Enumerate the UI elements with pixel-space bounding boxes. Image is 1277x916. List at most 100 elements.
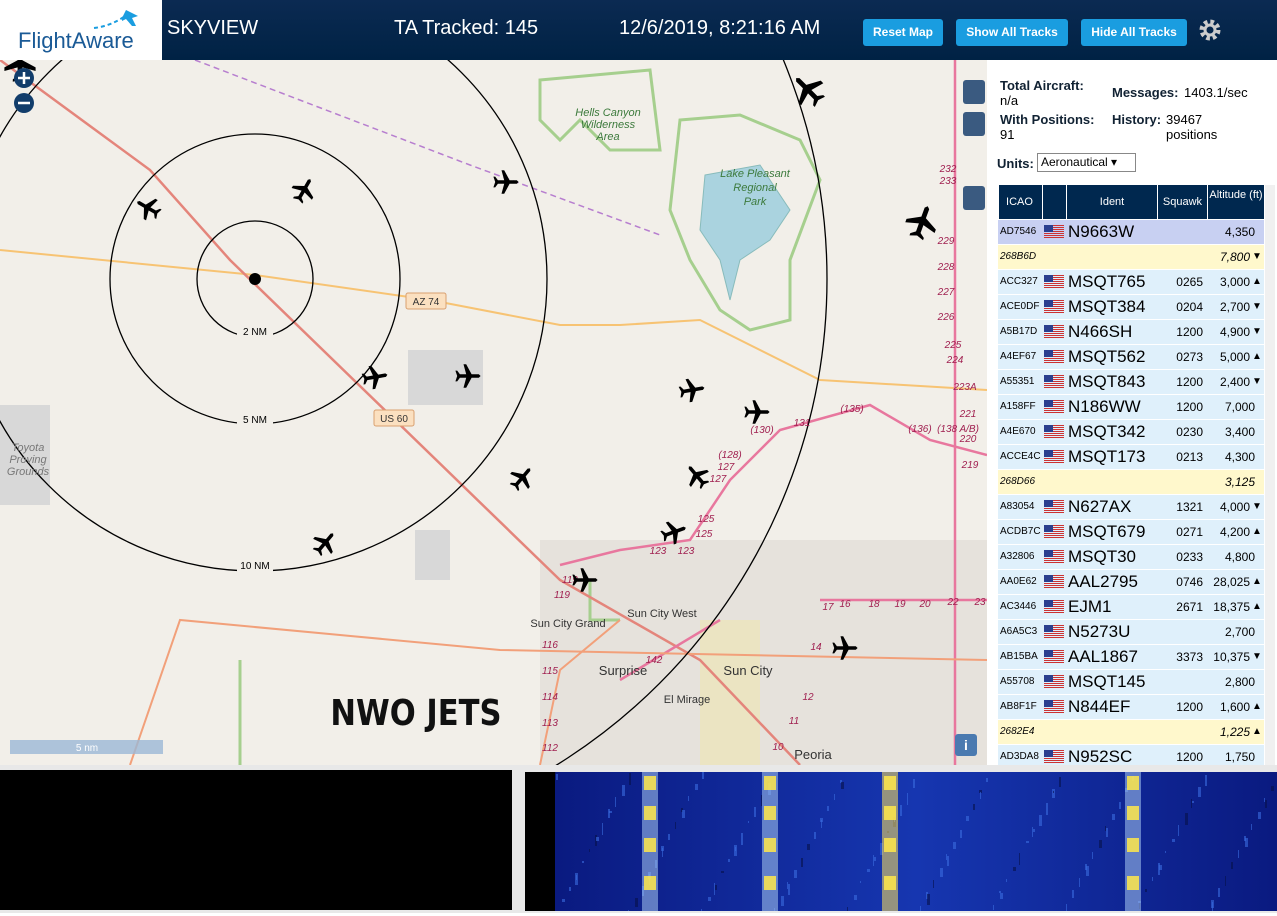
noise bbox=[1066, 904, 1067, 915]
signal-burst bbox=[1127, 806, 1139, 820]
flag-stripe bbox=[1044, 602, 1064, 603]
total-value: n/a bbox=[1000, 93, 1019, 108]
flag-icon bbox=[1044, 275, 1064, 288]
squawk: 0746 bbox=[1176, 575, 1203, 589]
signal-burst bbox=[1127, 776, 1139, 790]
flag-icon bbox=[1044, 225, 1064, 238]
squawk: 3373 bbox=[1176, 650, 1203, 664]
ident: N5273U bbox=[1068, 622, 1131, 641]
scale-label: 5 nm bbox=[76, 743, 98, 754]
ring-label: 10 NM bbox=[240, 561, 269, 572]
flag-stripe bbox=[1044, 400, 1064, 401]
waterfall bbox=[555, 772, 1277, 916]
aircraft-row[interactable]: A55351 MSQT843 1200 2,400 ▼ bbox=[998, 370, 1264, 394]
aircraft-row[interactable]: 2682E4 1,225 ▲ bbox=[998, 720, 1264, 744]
aircraft-row[interactable]: A4E670 MSQT342 0230 3,400 bbox=[998, 420, 1264, 444]
place-label: Hells Canyon bbox=[575, 107, 640, 119]
scrollbar[interactable] bbox=[1265, 185, 1275, 765]
column-header: Ident bbox=[1066, 185, 1157, 219]
aircraft-row[interactable]: A83054 N627AX 1321 4,000 ▼ bbox=[998, 495, 1264, 519]
grid-button[interactable] bbox=[963, 112, 985, 136]
flag-icon bbox=[1044, 550, 1064, 563]
flag-stripe bbox=[1044, 456, 1064, 457]
icao: AD3DA8 bbox=[1000, 751, 1039, 762]
aircraft-row[interactable]: 268D66 3,125 bbox=[998, 470, 1264, 494]
settings-icon[interactable] bbox=[1198, 18, 1222, 42]
noise bbox=[993, 905, 994, 910]
columns-button[interactable] bbox=[963, 186, 985, 210]
units-select[interactable]: Aeronautical ▾ bbox=[1037, 153, 1136, 172]
flag-stripe bbox=[1044, 756, 1064, 757]
signal-burst bbox=[1127, 876, 1139, 890]
milepost: 229 bbox=[937, 236, 955, 247]
noise bbox=[608, 809, 610, 818]
flag-stripe bbox=[1044, 712, 1064, 713]
ident: MSQT173 bbox=[1068, 447, 1146, 466]
aircraft-row[interactable]: A158FF N186WW 1200 7,000 bbox=[998, 395, 1264, 419]
signal-burst bbox=[884, 838, 896, 852]
flag-stripe bbox=[1044, 581, 1064, 582]
milepost: 18 bbox=[868, 599, 880, 610]
noise bbox=[629, 773, 631, 785]
aircraft-row[interactable]: A32806 MSQT30 0233 4,800 bbox=[998, 545, 1264, 569]
noise bbox=[715, 885, 717, 890]
noise bbox=[787, 882, 788, 889]
aircraft-row[interactable]: ACC327 MSQT765 0265 3,000 ▲ bbox=[998, 270, 1264, 294]
hide-tracks-button[interactable]: Hide All Tracks bbox=[1081, 19, 1187, 46]
flag-stripe bbox=[1044, 431, 1064, 432]
icao: A55351 bbox=[1000, 376, 1035, 387]
aircraft-row[interactable]: 268B6D 7,800 ▼ bbox=[998, 245, 1264, 269]
aircraft-row[interactable]: AB15BA AAL1867 3373 10,375 ▼ bbox=[998, 645, 1264, 669]
noise bbox=[714, 883, 715, 895]
noise bbox=[927, 894, 930, 905]
flag-stripe bbox=[1044, 425, 1064, 426]
ident: N627AX bbox=[1068, 497, 1132, 516]
signal-burst bbox=[884, 776, 896, 790]
milepost: 20 bbox=[918, 599, 931, 610]
flag-stripe bbox=[1044, 679, 1064, 680]
map-layer-button[interactable] bbox=[963, 80, 985, 104]
aircraft-row[interactable]: AA0E62 AAL2795 0746 28,025 ▲ bbox=[998, 570, 1264, 594]
noise bbox=[1265, 800, 1267, 808]
flag-stripe bbox=[1044, 462, 1064, 463]
aircraft-row[interactable]: AC3446 EJM1 2671 18,375 ▲ bbox=[998, 595, 1264, 619]
aircraft-row[interactable]: A6A5C3 N5273U 2,700 bbox=[998, 620, 1264, 644]
noise bbox=[708, 897, 711, 901]
aircraft-row[interactable]: ACE0DF MSQT384 0204 2,700 ▼ bbox=[998, 295, 1264, 319]
history-label: History: bbox=[1112, 112, 1162, 127]
flag-stripe bbox=[1044, 227, 1064, 228]
signal-burst bbox=[884, 876, 896, 890]
icao: A158FF bbox=[1000, 401, 1036, 412]
aircraft-row[interactable]: AD7546 N9663W 4,350 bbox=[998, 220, 1264, 244]
flag-stripe bbox=[1044, 277, 1064, 278]
zoom-in[interactable] bbox=[14, 68, 34, 88]
flag-icon bbox=[1044, 525, 1064, 538]
noise bbox=[1086, 866, 1089, 876]
noise bbox=[562, 899, 565, 902]
noise bbox=[920, 906, 921, 916]
milepost: 127 bbox=[718, 462, 735, 473]
show-tracks-button[interactable]: Show All Tracks bbox=[956, 19, 1068, 46]
flag-stripe bbox=[1044, 627, 1064, 628]
aircraft-row[interactable]: A5B17D N466SH 1200 4,900 ▼ bbox=[998, 320, 1264, 344]
aircraft-row[interactable]: ACDB7C MSQT679 0271 4,200 ▲ bbox=[998, 520, 1264, 544]
flag-stripe bbox=[1044, 558, 1064, 559]
aircraft-row[interactable]: A55708 MSQT145 2,800 bbox=[998, 670, 1264, 694]
signal-burst bbox=[764, 838, 776, 852]
flag-canton bbox=[1044, 575, 1053, 582]
zoom-out[interactable] bbox=[14, 93, 34, 113]
info-button[interactable] bbox=[955, 734, 977, 756]
noise bbox=[1072, 890, 1074, 898]
aircraft-row[interactable]: A4EF67 MSQT562 0273 5,000 ▲ bbox=[998, 345, 1264, 369]
flag-canton bbox=[1044, 600, 1053, 607]
flag-stripe bbox=[1044, 437, 1064, 438]
reset-map-button[interactable]: Reset Map bbox=[863, 19, 943, 46]
aircraft-row[interactable]: AB8F1F N844EF 1200 1,600 ▲ bbox=[998, 695, 1264, 719]
flag-icon bbox=[1044, 425, 1064, 438]
aircraft-row[interactable]: ACCE4C MSQT173 0213 4,300 bbox=[998, 445, 1264, 469]
flag-stripe bbox=[1044, 637, 1064, 638]
flag-stripe bbox=[1044, 452, 1064, 453]
flag-stripe bbox=[1044, 231, 1064, 232]
flag-stripe bbox=[1044, 327, 1064, 328]
